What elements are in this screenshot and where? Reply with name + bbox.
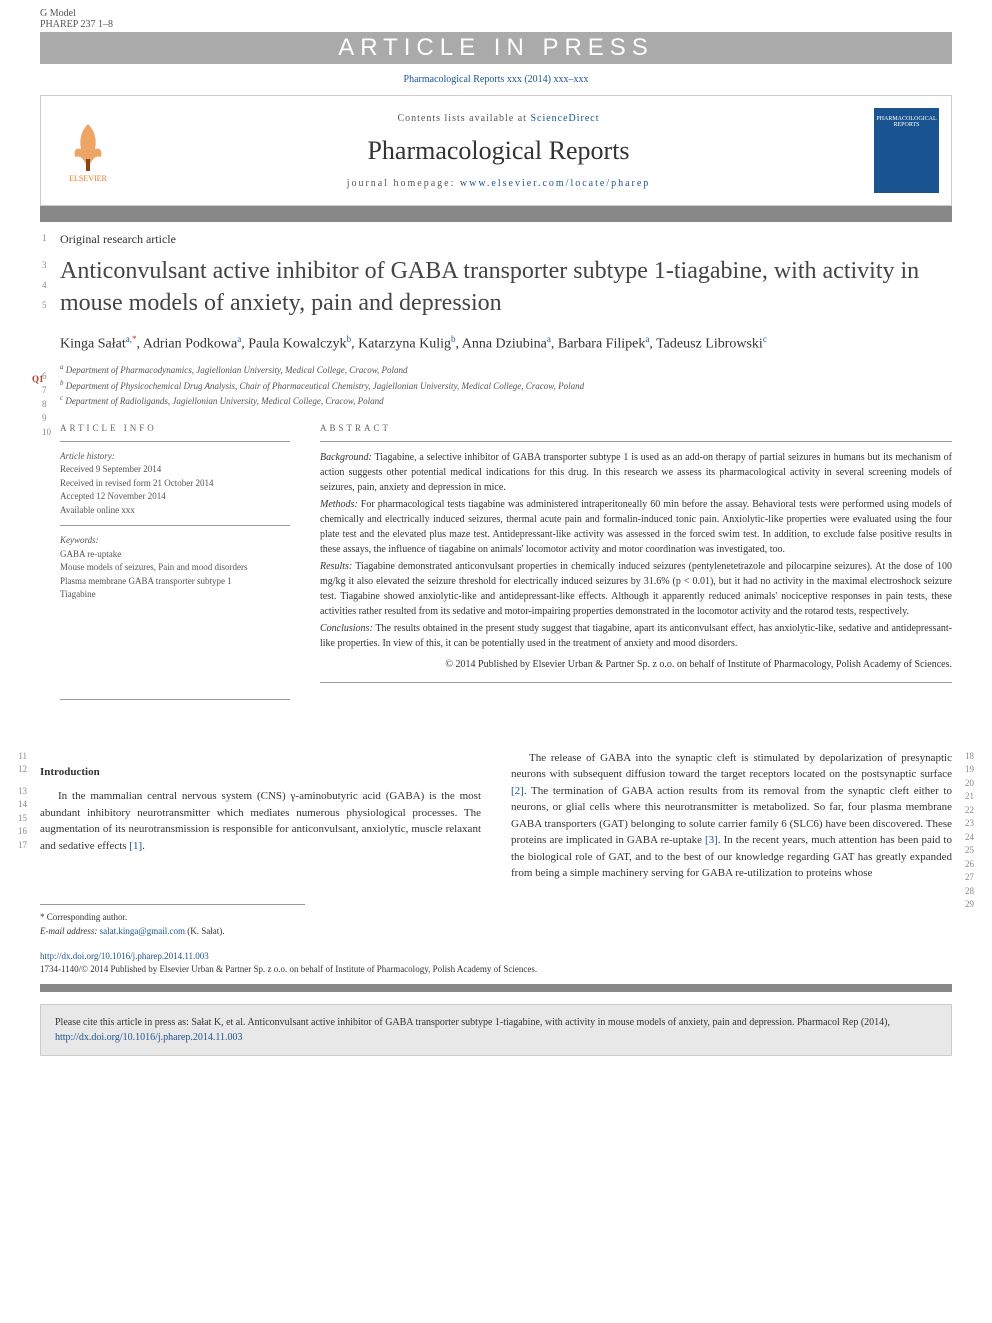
author: Adrian Podkowa (143, 336, 238, 351)
abstract-copyright: © 2014 Published by Elsevier Urban & Par… (320, 657, 952, 672)
homepage-link[interactable]: www.elsevier.com/locate/pharep (460, 178, 650, 189)
article-info-column: ARTICLE INFO Article history: Received 9… (60, 409, 290, 683)
left-column: 11 12 13 14 15 16 17 Introduction In the… (40, 750, 481, 939)
keyword: Plasma membrane GABA transporter subtype… (60, 575, 290, 589)
abstract-column: ABSTRACT Background: Tiagabine, a select… (320, 409, 952, 683)
ref-link[interactable]: [3] (705, 834, 718, 846)
online-date: Available online xxx (60, 504, 290, 518)
keyword: GABA re-uptake (60, 548, 290, 562)
journal-header-box: ELSEVIER Contents lists available at Sci… (40, 95, 952, 206)
revised-date: Received in revised form 21 October 2014 (60, 477, 290, 491)
sciencedirect-link[interactable]: ScienceDirect (530, 113, 599, 124)
article-title: Anticonvulsant active inhibitor of GABA … (60, 255, 952, 320)
corresponding-author-footnote: * Corresponding author. E-mail address: … (40, 904, 305, 938)
email-link[interactable]: salat.kinga@gmail.com (100, 926, 185, 936)
author: Tadeusz Librowski (656, 336, 763, 351)
elsevier-logo: ELSEVIER (53, 111, 123, 191)
keyword: Mouse models of seizures, Pain and mood … (60, 561, 290, 575)
author: Barbara Filipek (558, 336, 645, 351)
doi-footer: http://dx.doi.org/10.1016/j.pharep.2014.… (0, 938, 992, 983)
affiliations: a Department of Pharmacodynamics, Jagiel… (60, 362, 952, 409)
elsevier-tree-icon (63, 119, 113, 174)
line-numbers-body-left: 11 12 13 14 15 16 17 (18, 750, 27, 853)
journal-cover-thumbnail: PHARMACOLOGICAL REPORTS (874, 108, 939, 193)
line-numbers-authors: 6 7 8 9 10 (42, 370, 51, 440)
running-header: G Model PHAREP 237 1–8 (0, 0, 992, 32)
citation-line: Pharmacological Reports xxx (2014) xxx–x… (0, 64, 992, 95)
history-label: Article history: (60, 450, 290, 464)
abstract-header: ABSTRACT (320, 423, 952, 433)
ref-link[interactable]: [1] (129, 840, 142, 852)
keyword: Tiagabine (60, 588, 290, 602)
line-numbers-title: 3 4 5 (42, 256, 47, 315)
article-in-press-banner: ARTICLE IN PRESS (40, 32, 952, 64)
right-column: 18 19 20 21 22 23 24 25 26 27 28 29 The … (511, 750, 952, 939)
cite-doi-link[interactable]: http://dx.doi.org/10.1016/j.pharep.2014.… (55, 1032, 243, 1043)
model-label: G Model (40, 8, 113, 19)
journal-name: Pharmacological Reports (138, 136, 859, 166)
intro-paragraph-1: In the mammalian central nervous system … (40, 788, 481, 854)
divider-bar (40, 206, 952, 222)
homepage-line: journal homepage: www.elsevier.com/locat… (138, 178, 859, 189)
received-date: Received 9 September 2014 (60, 463, 290, 477)
intro-paragraph-2: The release of GABA into the synaptic cl… (511, 750, 952, 882)
introduction-heading: Introduction (40, 764, 481, 781)
accepted-date: Accepted 12 November 2014 (60, 490, 290, 504)
divider-bar-bottom (40, 984, 952, 992)
author: Katarzyna Kulig (358, 336, 451, 351)
line-numbers-body-right: 18 19 20 21 22 23 24 25 26 27 28 29 (965, 750, 974, 912)
author: Kinga Sałat (60, 336, 126, 351)
issn-copyright: 1734-1140/© 2014 Published by Elsevier U… (40, 963, 952, 976)
article-info-header: ARTICLE INFO (60, 423, 290, 433)
article-type: Original research article (60, 232, 952, 247)
model-id: PHAREP 237 1–8 (40, 19, 113, 30)
doi-link[interactable]: http://dx.doi.org/10.1016/j.pharep.2014.… (40, 951, 209, 961)
body-text: 11 12 13 14 15 16 17 Introduction In the… (0, 750, 992, 939)
citation-box: Please cite this article in press as: Sa… (40, 1004, 952, 1056)
author: Paula Kowalczyk (248, 336, 346, 351)
keywords-label: Keywords: (60, 534, 290, 548)
elsevier-label: ELSEVIER (69, 174, 107, 183)
ref-link[interactable]: [2] (511, 785, 524, 797)
contents-line: Contents lists available at ScienceDirec… (138, 113, 859, 124)
author: Anna Dziubina (462, 336, 547, 351)
authors-list: Kinga Sałata,*, Adrian Podkowaa, Paula K… (60, 334, 952, 353)
